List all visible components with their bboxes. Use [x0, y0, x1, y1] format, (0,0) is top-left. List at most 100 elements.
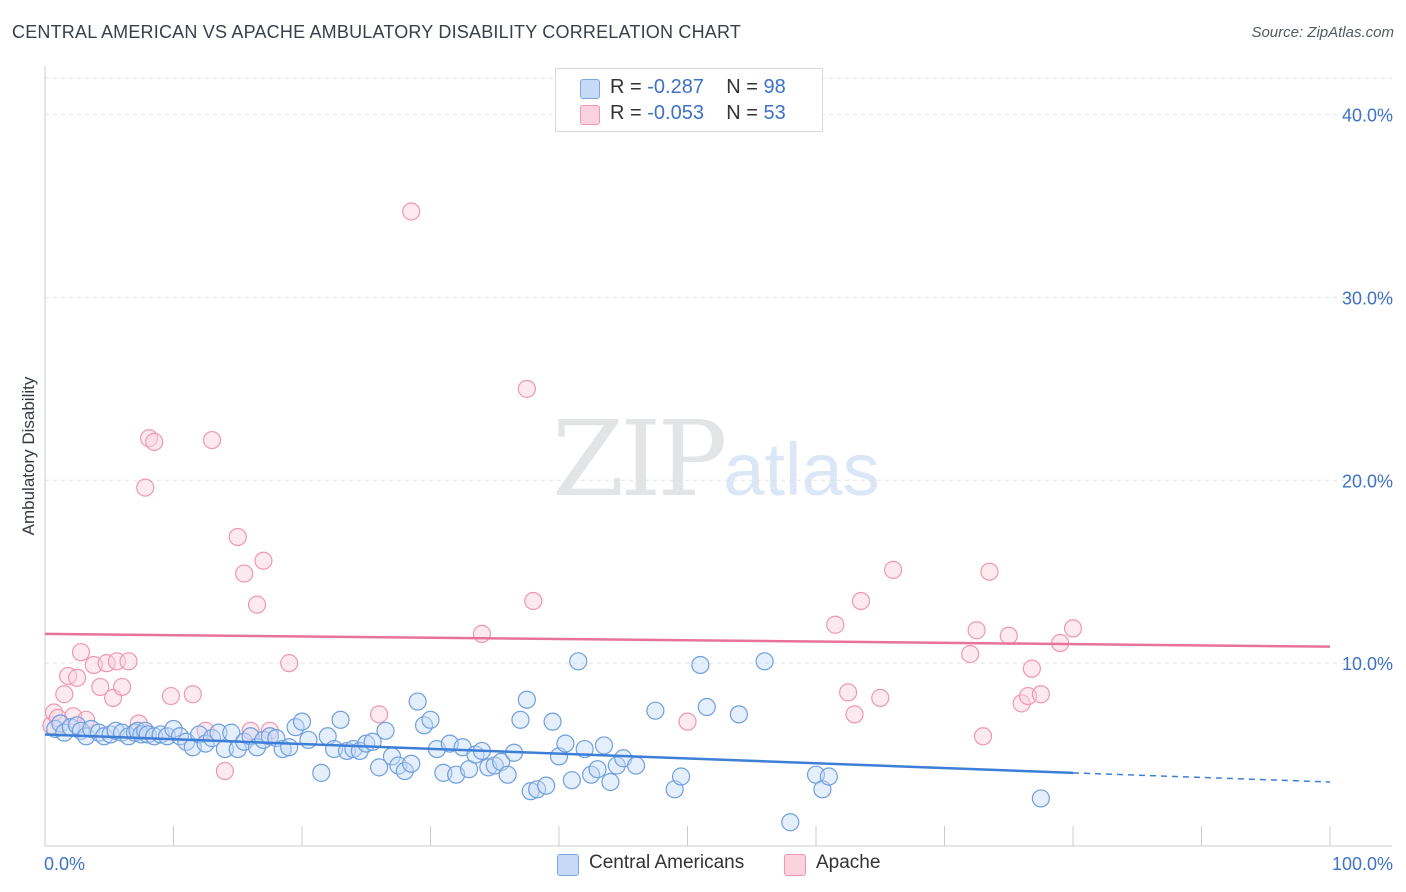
central-american-point — [280, 738, 299, 757]
legend-r-value: -0.287 — [647, 76, 704, 98]
apache-point — [980, 562, 999, 581]
apache-point — [402, 202, 421, 221]
x-tick-label: 100.0% — [1332, 854, 1393, 874]
apache-point — [71, 643, 91, 662]
central-american-points — [46, 652, 1050, 832]
y-tick-label: 30.0% — [1342, 288, 1393, 308]
correlation-legend: R = -0.287 N = 98 R = -0.053 N = 53 — [555, 68, 823, 132]
central-american-point — [312, 763, 331, 782]
central-american-point — [781, 813, 800, 832]
apache-point — [59, 666, 78, 686]
apache-point — [845, 705, 864, 724]
apache-point — [183, 685, 202, 704]
x-tick-label: 0.0% — [44, 854, 85, 874]
apache-point — [161, 686, 181, 706]
legend-r-label: R = — [610, 102, 642, 124]
apache-point — [871, 688, 890, 707]
central-american-point — [370, 758, 389, 777]
apache-point — [524, 591, 543, 611]
apache-point — [136, 478, 155, 497]
central-american-point — [755, 652, 774, 671]
apache-point — [145, 432, 164, 451]
y-tick-label: 40.0% — [1342, 106, 1393, 126]
bottom-legend-label-central: Central Americans — [589, 852, 745, 873]
apache-point — [235, 564, 254, 583]
central-american-point — [511, 710, 530, 729]
central-trend-line — [44, 733, 1074, 775]
central-american-point — [498, 765, 517, 784]
apache-point — [228, 527, 247, 547]
apache-point — [247, 595, 267, 614]
central-american-point — [331, 710, 350, 729]
central-american-point — [646, 701, 665, 720]
central-american-point — [671, 767, 691, 786]
central-american-point — [376, 721, 395, 740]
apache-point — [68, 668, 87, 687]
legend-n-value: 53 — [763, 102, 786, 124]
apache-point — [254, 551, 273, 570]
central-american-point — [594, 736, 614, 755]
bottom-legend-swatch-central — [557, 854, 579, 876]
apache-point — [55, 685, 74, 704]
apache-point — [839, 683, 858, 702]
central-american-point — [157, 727, 177, 746]
central-american-point — [537, 776, 556, 795]
central-american-point — [556, 734, 575, 753]
central-american-point — [543, 712, 562, 731]
apache-point — [961, 644, 980, 664]
central-american-point — [697, 697, 716, 717]
apache-point — [851, 591, 871, 611]
legend-n-value: 98 — [763, 76, 786, 98]
central-american-point — [528, 780, 547, 799]
central-trend-extension — [1072, 772, 1331, 783]
central-american-point — [408, 692, 427, 711]
legend-r-label: R = — [610, 76, 642, 98]
axis-labels: 10.0% 20.0% 30.0% 40.0% 0.0% 100.0% Ambulatory… — [19, 106, 1393, 874]
central-american-point — [164, 719, 183, 739]
central-american-point — [819, 767, 838, 786]
central-american-point — [395, 761, 414, 781]
apache-points — [42, 202, 1083, 781]
central-american-point — [292, 712, 312, 731]
y-axis-title: Ambulatory Disability — [19, 376, 38, 535]
central-american-point — [46, 719, 65, 739]
apache-point — [241, 721, 260, 740]
central-american-point — [626, 756, 646, 775]
central-american-point — [260, 727, 279, 746]
chart-title: CENTRAL AMERICAN VS APACHE AMBULATORY DI… — [12, 22, 742, 42]
apache-point — [973, 727, 993, 746]
y-tick-label: 10.0% — [1342, 654, 1393, 674]
y-tick-label: 20.0% — [1342, 471, 1393, 491]
watermark-zip: ZIP — [552, 398, 727, 520]
bottom-legend-label-apache: Apache — [816, 852, 881, 873]
apache-point — [883, 560, 903, 579]
apache-point — [112, 677, 132, 697]
legend-swatch-apache — [580, 105, 600, 125]
central-american-point — [588, 760, 607, 779]
central-american-point — [402, 754, 421, 773]
apache-point — [517, 379, 536, 398]
apache-trend-line — [44, 632, 1331, 648]
legend-swatch-central — [580, 79, 600, 99]
watermark-atlas: atlas — [723, 428, 880, 511]
apache-point — [826, 615, 845, 634]
apache-point — [260, 721, 279, 740]
apache-point — [1012, 694, 1031, 713]
legend-n-label: N = — [726, 102, 758, 124]
apache-point — [215, 761, 234, 781]
central-american-point — [273, 739, 292, 759]
apache-point — [202, 430, 222, 450]
central-american-point — [729, 705, 749, 724]
apache-point — [91, 677, 110, 697]
watermark: ZIPatlas — [552, 398, 880, 520]
apache-point — [370, 705, 389, 724]
source-label: Source: ZipAtlas.com — [1251, 24, 1394, 41]
apache-point — [1031, 685, 1050, 704]
central-american-point — [145, 727, 164, 746]
central-american-point — [601, 772, 620, 792]
central-american-point — [691, 655, 710, 675]
legend-r-value: -0.053 — [647, 102, 704, 124]
apache-point — [678, 712, 697, 731]
trend-lines — [44, 632, 1331, 783]
